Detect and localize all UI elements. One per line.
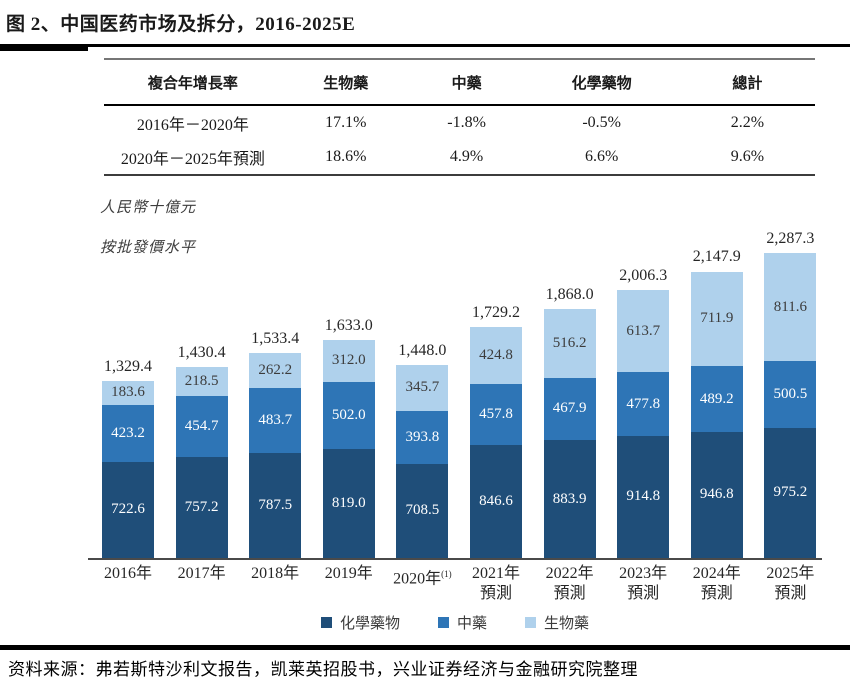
bar-2025年: 975.2 500.5 811.6	[764, 252, 817, 558]
cagr-table: 複合年增長率 生物藥 中藥 化學藥物 總計 2016年－2020年 17.1% -1.8% -0…	[104, 58, 815, 176]
bar-2017年: 757.2 454.7 218.5	[175, 367, 228, 558]
table-row: 2020年－2025年預測 18.6% 4.9% 6.6% 9.6%	[104, 140, 815, 174]
legend-swatch	[320, 617, 332, 628]
figure-title-bar: 图 2、中国医药市场及拆分，2016-2025E	[0, 0, 850, 47]
bar-segment-中藥: 423.2	[102, 405, 154, 462]
bar-total-label: 1,533.4	[251, 330, 300, 348]
source-text: 资料来源：弗若斯特沙利文报告，凯莱英招股书，兴业证券经济与金融研究院整理	[8, 660, 638, 679]
bar-segment-化學藥物: 846.6	[470, 445, 522, 558]
bar-segment-中藥: 502.0	[322, 381, 375, 449]
x-axis-label: 2024年 預測	[692, 565, 741, 602]
bar-2023年: 914.8 477.8 613.7	[617, 290, 670, 558]
bar-segment-化學藥物: 787.5	[249, 452, 302, 558]
bar-segment-中藥: 489.2	[690, 366, 743, 432]
bar-total-label: 1,448.0	[398, 341, 447, 359]
bar-2024年: 946.8 489.2 711.9	[690, 271, 743, 558]
bar-2020年: 708.5 393.8 345.7	[396, 364, 449, 558]
bar-total-label: 1,868.0	[545, 285, 594, 303]
price-basis-label: 按批發價水平	[100, 240, 197, 256]
bar-segment-化學藥物: 722.6	[102, 461, 154, 558]
bar-segment-生物藥: 613.7	[617, 290, 670, 373]
table-cell: 9.6%	[730, 148, 765, 165]
bar-segment-生物藥: 711.9	[690, 271, 743, 367]
table-cell: 18.6%	[325, 148, 367, 165]
bar-total-label: 1,329.4	[104, 357, 152, 375]
bar-segment-中藥: 483.7	[249, 388, 302, 453]
bar-2018年: 787.5 483.7 262.2	[249, 353, 302, 558]
figure-title: 图 2、中国医药市场及拆分，2016-2025E	[6, 14, 356, 35]
title-accent-rule	[0, 47, 88, 51]
bar-2019年: 819.0 502.0 312.0	[322, 340, 375, 558]
plot-area: 722.6 423.2 183.6 1,329.4 757.2 454.7 218.5 1,4…	[88, 230, 822, 560]
table-header-cell: 複合年增長率	[147, 75, 238, 92]
x-axis-label: 2019年	[324, 565, 373, 582]
x-axis-label: 2017年	[177, 565, 226, 582]
legend-label: 生物藥	[544, 616, 590, 632]
legend-item-中藥: 中藥	[437, 612, 487, 633]
table-cell: 2.2%	[730, 114, 765, 131]
bar-segment-生物藥: 183.6	[102, 380, 154, 406]
table-cell: 2020年－2025年預測	[120, 151, 265, 168]
x-axis-label: 2025年 預測	[766, 565, 815, 602]
bar-segment-化學藥物: 975.2	[764, 427, 817, 558]
bar-total-label: 2,287.3	[766, 229, 815, 247]
bar-segment-生物藥: 516.2	[543, 308, 596, 378]
bar-segment-生物藥: 424.8	[470, 327, 522, 385]
bar-2021年: 846.6 457.8 424.8	[470, 327, 522, 558]
bar-total-label: 1,729.2	[472, 304, 520, 322]
x-axis-label: 2022年 預測	[545, 565, 594, 602]
table-cell: -1.8%	[447, 114, 486, 131]
legend-item-生物藥: 生物藥	[525, 612, 589, 633]
bar-segment-中藥: 477.8	[617, 372, 670, 436]
chart-legend: 化學藥物 中藥 生物藥	[88, 612, 822, 633]
bar-segment-化學藥物: 757.2	[175, 457, 228, 558]
table-header-cell: 化學藥物	[571, 75, 632, 92]
bar-segment-化學藥物: 946.8	[690, 431, 743, 558]
x-axis-label: 2018年	[251, 565, 300, 582]
bar-total-label: 1,633.0	[324, 317, 373, 335]
bar-segment-化學藥物: 819.0	[322, 448, 375, 558]
table-header-cell: 總計	[732, 75, 763, 92]
bar-segment-生物藥: 218.5	[175, 367, 228, 397]
table-cell: 4.9%	[449, 148, 484, 165]
bar-segment-化學藥物: 883.9	[543, 440, 596, 558]
bar-segment-化學藥物: 708.5	[396, 463, 449, 558]
legend-label: 中藥	[456, 616, 487, 632]
legend-label: 化學藥物	[339, 616, 400, 632]
table-cell: 6.6%	[585, 148, 619, 165]
bar-segment-生物藥: 312.0	[322, 340, 375, 382]
x-axis-label: 2016年	[103, 565, 153, 582]
table-cell: 2016年－2020年	[136, 117, 249, 134]
legend-swatch	[525, 617, 536, 628]
bar-2022年: 883.9 467.9 516.2	[543, 308, 596, 558]
bar-segment-生物藥: 811.6	[764, 252, 817, 362]
table-header-cell: 生物藥	[323, 75, 369, 92]
bar-segment-中藥: 500.5	[764, 361, 817, 428]
x-axis-label: 2023年 預測	[619, 565, 668, 602]
bar-total-label: 1,430.4	[177, 344, 226, 362]
bar-segment-中藥: 393.8	[396, 410, 449, 464]
bar-segment-生物藥: 262.2	[249, 353, 302, 389]
bar-segment-中藥: 454.7	[175, 396, 228, 457]
bar-total-label: 2,147.9	[692, 248, 741, 266]
table-row: 2016年－2020年 17.1% -1.8% -0.5% 2.2%	[104, 106, 815, 140]
table-header-row: 複合年增長率 生物藥 中藥 化學藥物 總計	[104, 60, 815, 106]
stacked-bar-chart: 722.6 423.2 183.6 1,329.4 757.2 454.7 218.5 1,4…	[88, 230, 822, 646]
table-cell: 17.1%	[325, 114, 367, 131]
unit-label: 人民幣十億元	[100, 200, 197, 216]
bar-segment-生物藥: 345.7	[396, 364, 449, 411]
bar-segment-化學藥物: 914.8	[617, 435, 670, 558]
table-header-cell: 中藥	[451, 75, 482, 92]
bar-segment-中藥: 457.8	[470, 384, 522, 446]
bar-2016年: 722.6 423.2 183.6	[102, 380, 154, 558]
source-footer: 资料来源：弗若斯特沙利文报告，凯莱英招股书，兴业证券经济与金融研究院整理	[0, 645, 850, 680]
x-axis-label: 2021年 預測	[471, 565, 521, 602]
bar-total-label: 2,006.3	[619, 267, 668, 285]
legend-swatch	[437, 617, 449, 628]
table-cell: -0.5%	[582, 114, 621, 131]
bar-segment-中藥: 467.9	[543, 377, 596, 441]
legend-item-化學藥物: 化學藥物	[320, 612, 400, 633]
x-axis-label: 2020年(1)	[393, 569, 452, 588]
